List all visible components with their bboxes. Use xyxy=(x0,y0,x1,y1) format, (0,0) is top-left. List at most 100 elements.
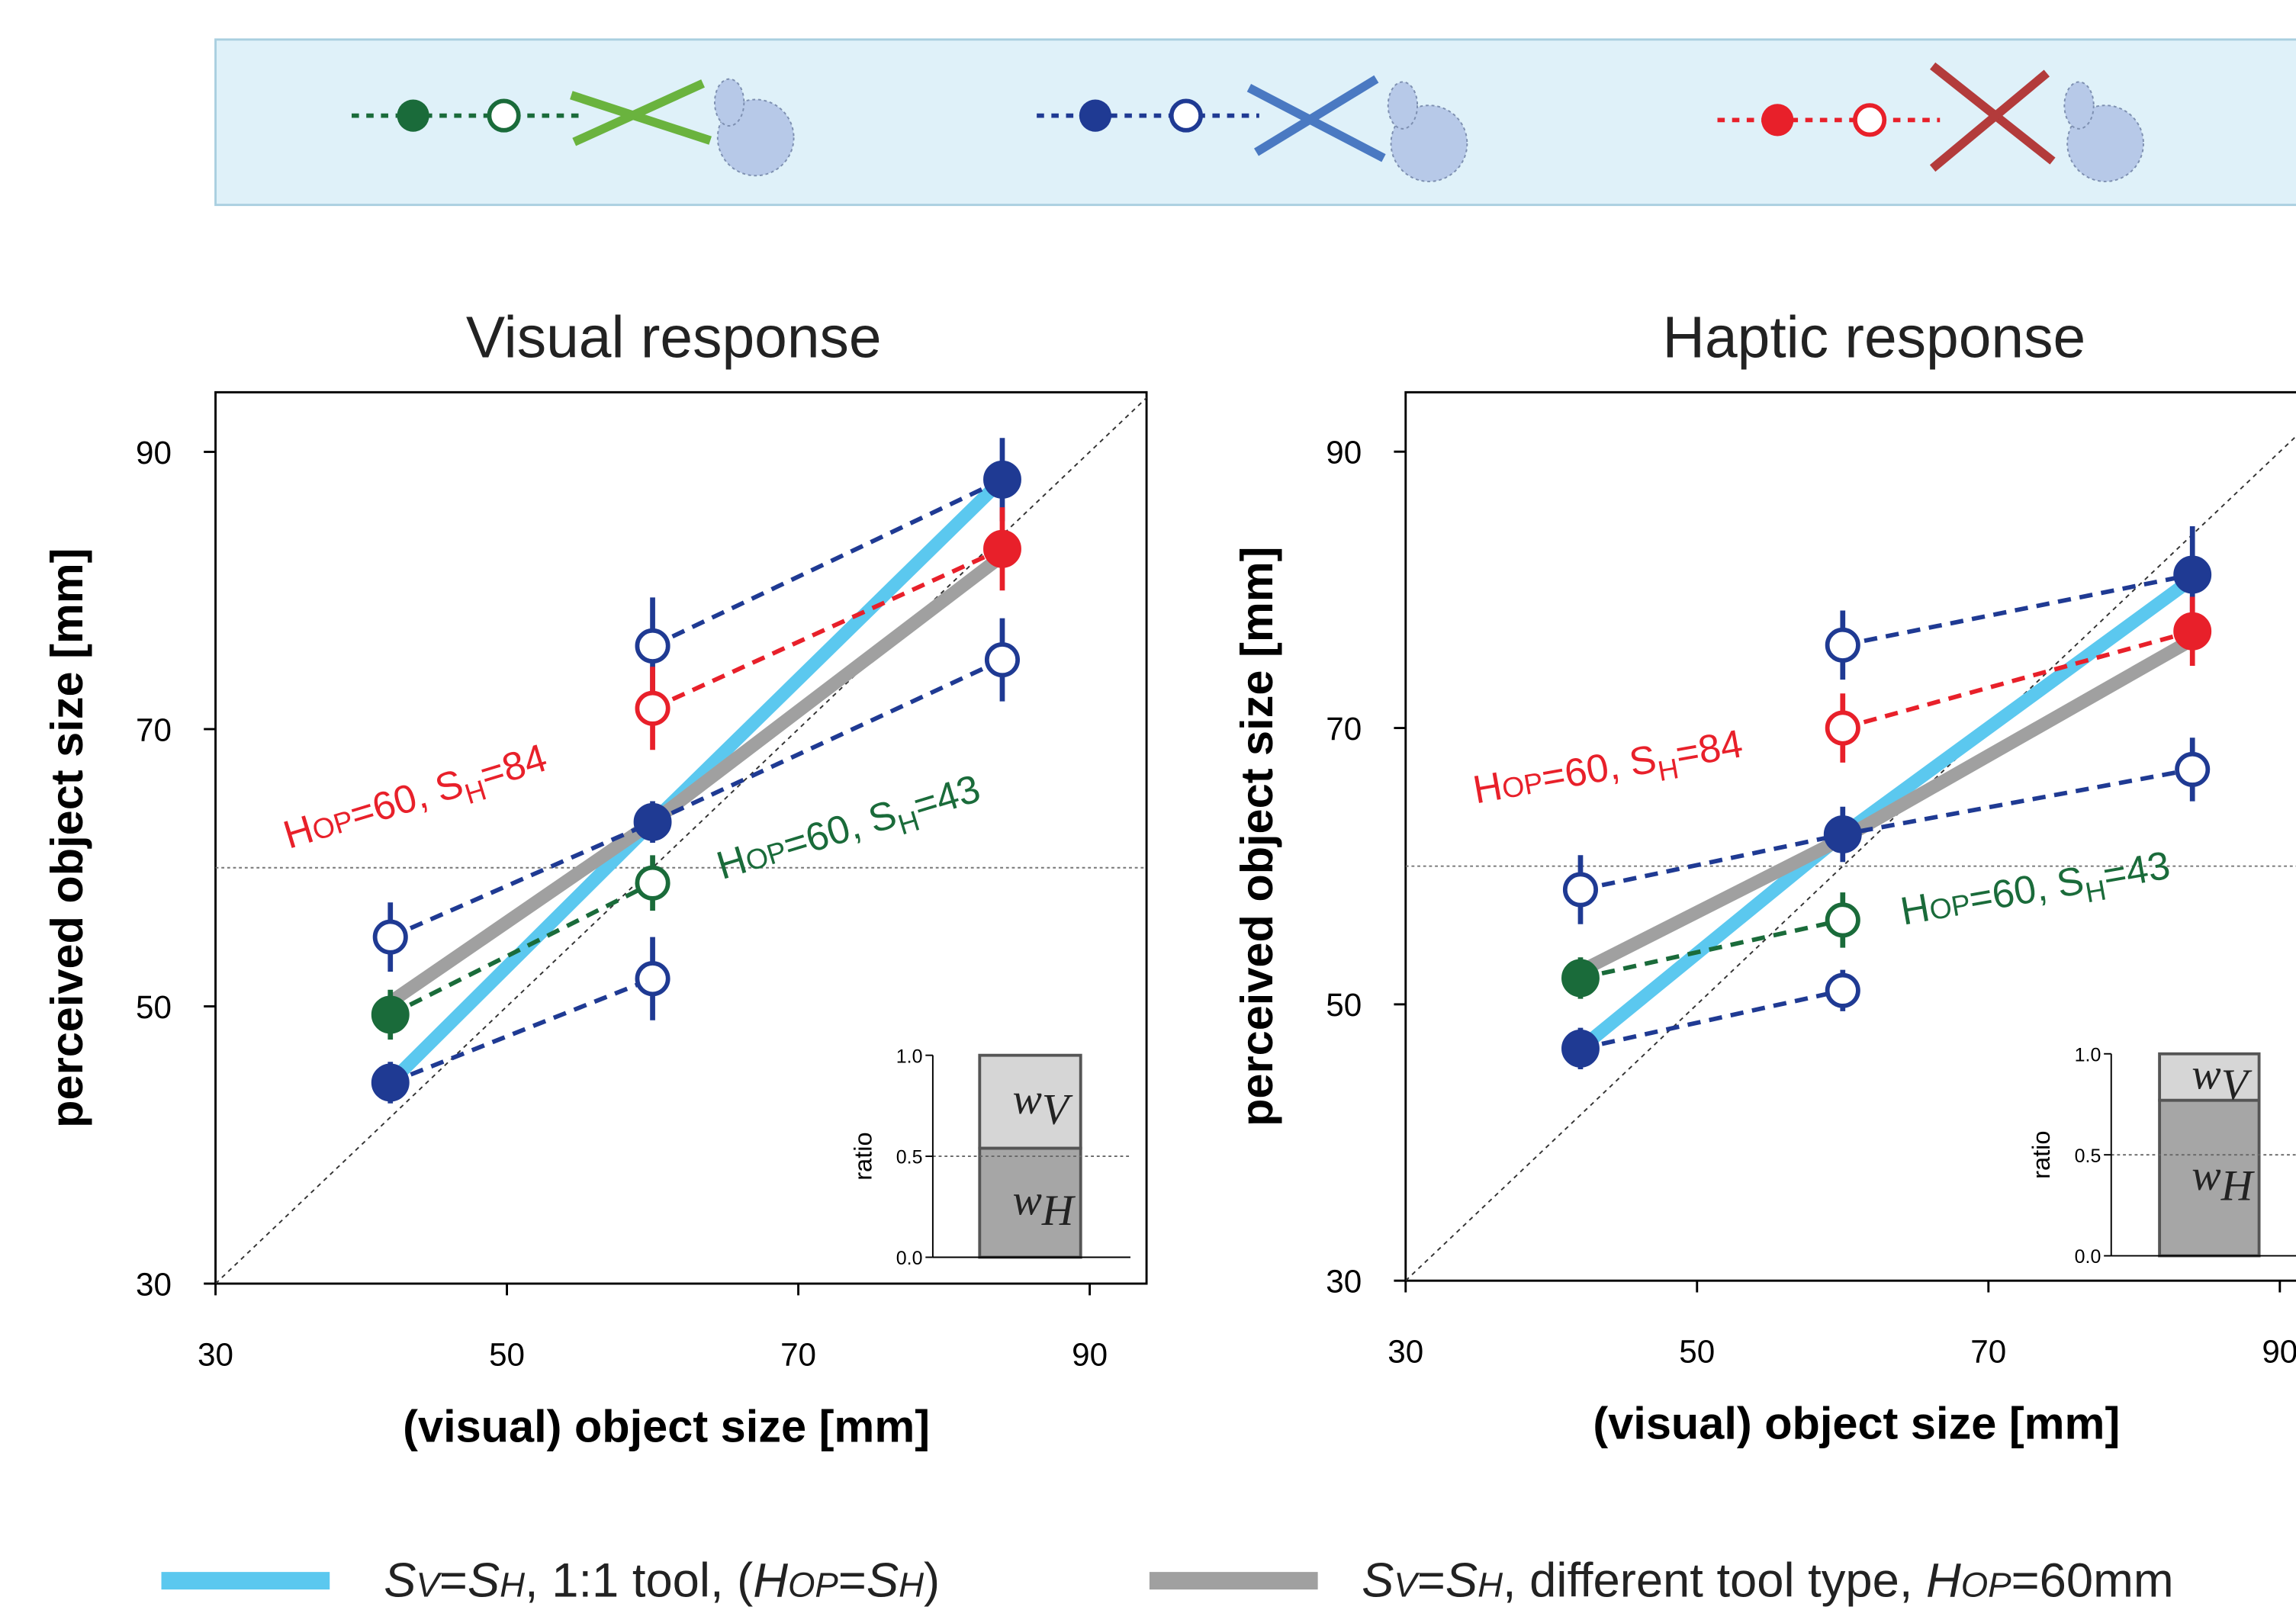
y-tick-label: 70 xyxy=(136,712,172,747)
panel: Haptic response 30 50 70 90 30 50 70 90 (visual) … xyxy=(1231,305,2296,1448)
marker xyxy=(1825,972,1860,1008)
icon-blue xyxy=(1037,75,1468,182)
ratio-bar xyxy=(978,1146,1082,1259)
inset-tick-label: 1.0 xyxy=(896,1046,923,1067)
marker xyxy=(1562,872,1598,908)
text-part: H xyxy=(1897,885,1933,934)
text-part: =60, S xyxy=(1966,857,2087,921)
inset-tick-label: 1.0 xyxy=(2075,1044,2101,1065)
y-axis-label: perceived object size [mm] xyxy=(1231,547,1282,1126)
text-part: H xyxy=(2220,1162,2256,1210)
y-tick-label: 50 xyxy=(1326,987,1362,1023)
text-part: =43 xyxy=(908,766,985,827)
data-line xyxy=(651,477,1004,648)
annotation: HOP=60, SH=84 xyxy=(1470,721,1748,819)
data-line xyxy=(1842,572,2193,648)
text-part: H xyxy=(1926,1554,1961,1608)
inset-tick-label: 0.0 xyxy=(2075,1246,2101,1268)
x-tick-label: 90 xyxy=(2262,1334,2296,1370)
text-part: w xyxy=(1012,1075,1041,1123)
text-part: S xyxy=(468,1554,500,1608)
text-part: OP xyxy=(788,1566,838,1605)
text-part: V xyxy=(416,1566,442,1605)
text-part: , 1:1 tool, ( xyxy=(525,1554,753,1608)
text-part: V xyxy=(1042,1085,1073,1133)
text-part: H xyxy=(1041,1187,1076,1235)
marker xyxy=(635,961,670,997)
text-part: ) xyxy=(924,1554,940,1608)
text-part: =60, S xyxy=(778,792,902,868)
text-part: = xyxy=(1417,1554,1445,1608)
x-axis-label: (visual) object size [mm] xyxy=(403,1400,930,1451)
text-part: V xyxy=(1394,1566,1420,1605)
data-line xyxy=(1842,628,2193,731)
marker xyxy=(1825,627,1860,663)
ratio-label: wH xyxy=(1012,1176,1076,1234)
data-line xyxy=(1580,917,1844,981)
plot-frame xyxy=(214,390,1148,1285)
text-part: H xyxy=(899,1566,924,1605)
icon-red xyxy=(1717,62,2144,182)
ratio-label: wH xyxy=(2191,1152,2255,1210)
marker xyxy=(984,642,1021,678)
x-tick-label: 70 xyxy=(1970,1334,2006,1370)
annotation: HOP=60, SH=43 xyxy=(712,766,988,895)
marker xyxy=(1561,959,1600,998)
legend-label: SV=SH, different tool type, HOP=60mm xyxy=(1362,1554,2173,1608)
data-line xyxy=(1580,988,1844,1051)
banner xyxy=(214,38,2296,207)
x-tick-label: 30 xyxy=(1388,1334,1423,1370)
chart-title: Visual response xyxy=(466,305,882,370)
text-part: =84 xyxy=(1672,721,1746,776)
text-part: S xyxy=(1362,1554,1394,1608)
inset-tick-label: 0.5 xyxy=(2075,1146,2101,1167)
marker xyxy=(371,995,410,1034)
inset-label: ratio xyxy=(848,1132,876,1180)
marker xyxy=(2175,751,2211,787)
y-tick-label: 30 xyxy=(1326,1264,1362,1300)
y-tick-label: 70 xyxy=(1326,711,1362,747)
marker xyxy=(372,919,408,955)
data-line xyxy=(1580,767,2193,892)
marker xyxy=(983,460,1021,499)
x-tick-label: 50 xyxy=(1679,1334,1715,1370)
data-line xyxy=(389,976,654,1085)
ratio-label: wV xyxy=(1012,1075,1072,1133)
text-part: =43 xyxy=(2099,843,2173,898)
text-part: S xyxy=(1445,1554,1478,1608)
marker xyxy=(635,690,670,726)
annotation: HOP=60, SH=43 xyxy=(1897,843,2175,941)
legend-label: SV=SH, 1:1 tool, (HOP=SH) xyxy=(384,1554,940,1608)
text-part: OP xyxy=(1500,766,1545,805)
ratio-bar xyxy=(978,1053,1082,1150)
marker xyxy=(2173,555,2212,594)
text-part: OP xyxy=(1961,1566,2011,1605)
marker xyxy=(1825,710,1860,746)
marker xyxy=(635,865,670,901)
text-part: = xyxy=(439,1554,468,1608)
panel: Visual response 30 50 70 90 30 50 70 90 (visual) … xyxy=(41,305,1148,1451)
text-part: =84 xyxy=(474,735,551,797)
text-part: H xyxy=(1478,1566,1503,1605)
text-part: =60, S xyxy=(1539,736,1660,799)
text-part: S xyxy=(867,1554,899,1608)
text-part: H xyxy=(1470,763,1506,812)
text-part: S xyxy=(384,1554,416,1608)
marker xyxy=(983,529,1021,568)
marker xyxy=(635,628,670,664)
x-tick-label: 50 xyxy=(489,1337,525,1373)
y-axis-label: perceived object size [mm] xyxy=(41,548,92,1128)
ratio-bar xyxy=(2158,1052,2261,1102)
text-part: w xyxy=(2191,1051,2220,1099)
y-tick-label: 90 xyxy=(1326,435,1362,471)
marker xyxy=(1825,902,1860,938)
x-axis-label: (visual) object size [mm] xyxy=(1593,1397,2120,1448)
text-part: =60, S xyxy=(345,760,468,837)
x-tick-label: 70 xyxy=(780,1337,816,1373)
inset-label: ratio xyxy=(2027,1130,2055,1178)
inset-tick-label: 0.0 xyxy=(896,1248,923,1269)
text-part: w xyxy=(1012,1176,1041,1224)
